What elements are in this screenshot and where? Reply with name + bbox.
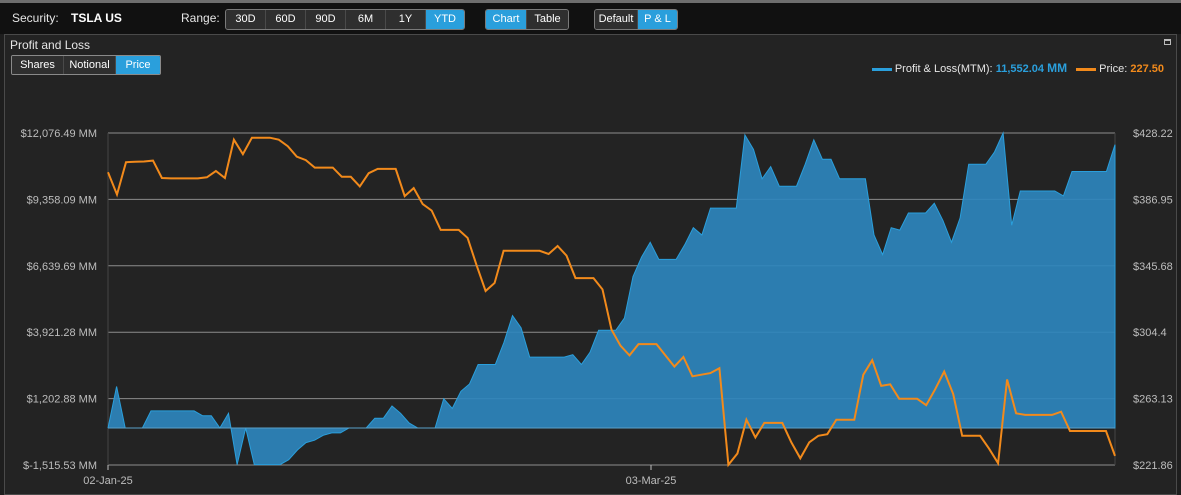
mode-selector: Default P & L	[594, 9, 678, 30]
view-chart-button[interactable]: Chart	[486, 10, 527, 29]
range-30d-button[interactable]: 30D	[226, 10, 266, 29]
view-selector: Chart Table	[485, 9, 569, 30]
right-axis-tick-label: $386.95	[1133, 194, 1173, 206]
left-axis-tick-label: $9,358.09 MM	[27, 194, 97, 206]
security-label: Security:	[12, 11, 59, 25]
right-axis-tick-label: $428.22	[1133, 128, 1173, 140]
right-axis-tick-label: $221.86	[1133, 460, 1173, 472]
x-axis-tick-label: 03-Mar-25	[626, 475, 677, 487]
toolbar: Security: TSLA US Range: 30D 60D 90D 6M 1Y YT…	[0, 0, 1181, 34]
pnl-legend-value: 11,552.04	[995, 63, 1045, 75]
metric-shares-button[interactable]: Shares	[12, 56, 64, 74]
left-axis-tick-label: $-1,515.53 MM	[23, 460, 97, 472]
range-selector: 30D 60D 90D 6M 1Y YTD	[225, 9, 465, 30]
right-axis-tick-label: $345.68	[1133, 261, 1173, 273]
price-legend-value: 227.50	[1130, 63, 1164, 75]
range-1y-button[interactable]: 1Y	[386, 10, 426, 29]
view-table-button[interactable]: Table	[527, 10, 568, 29]
right-axis-tick-label: $263.13	[1133, 394, 1173, 406]
range-90d-button[interactable]: 90D	[306, 10, 346, 29]
range-6m-button[interactable]: 6M	[346, 10, 386, 29]
pnl-legend-swatch	[871, 67, 892, 71]
left-axis-tick-label: $3,921.28 MM	[27, 327, 97, 339]
price-line-series	[107, 136, 1116, 468]
metric-price-button[interactable]: Price	[116, 56, 160, 74]
left-axis-tick-label: $6,639.69 MM	[27, 261, 97, 273]
metric-selector: Shares Notional Price	[11, 55, 161, 75]
range-ytd-button[interactable]: YTD	[426, 10, 464, 29]
metric-notional-button[interactable]: Notional	[64, 56, 116, 74]
mode-p-l-button[interactable]: P & L	[638, 10, 677, 29]
right-axis-tick-label: $304.4	[1133, 327, 1167, 339]
price-legend-label: Price:	[1099, 63, 1128, 75]
restore-icon[interactable]	[1164, 39, 1171, 45]
range-label: Range:	[181, 11, 220, 25]
left-axis-tick-label: $1,202.88 MM	[27, 394, 97, 406]
range-60d-button[interactable]: 60D	[266, 10, 306, 29]
pnl-area-series	[107, 131, 1116, 466]
panel-title: Profit and Loss	[10, 38, 91, 52]
left-axis-tick-label: $12,076.49 MM	[21, 128, 97, 140]
price-legend-swatch	[1076, 67, 1097, 71]
pnl-legend-label: Profit & Loss(MTM):	[894, 63, 993, 75]
pnl-legend-unit: MM	[1047, 61, 1068, 75]
chart-legend: Profit & Loss(MTM): 11,552.04 MM Price: …	[871, 61, 1164, 75]
security-value[interactable]: TSLA US	[71, 11, 122, 25]
x-axis-tick-label: 02-Jan-25	[83, 475, 133, 487]
mode-default-button[interactable]: Default	[595, 10, 638, 29]
